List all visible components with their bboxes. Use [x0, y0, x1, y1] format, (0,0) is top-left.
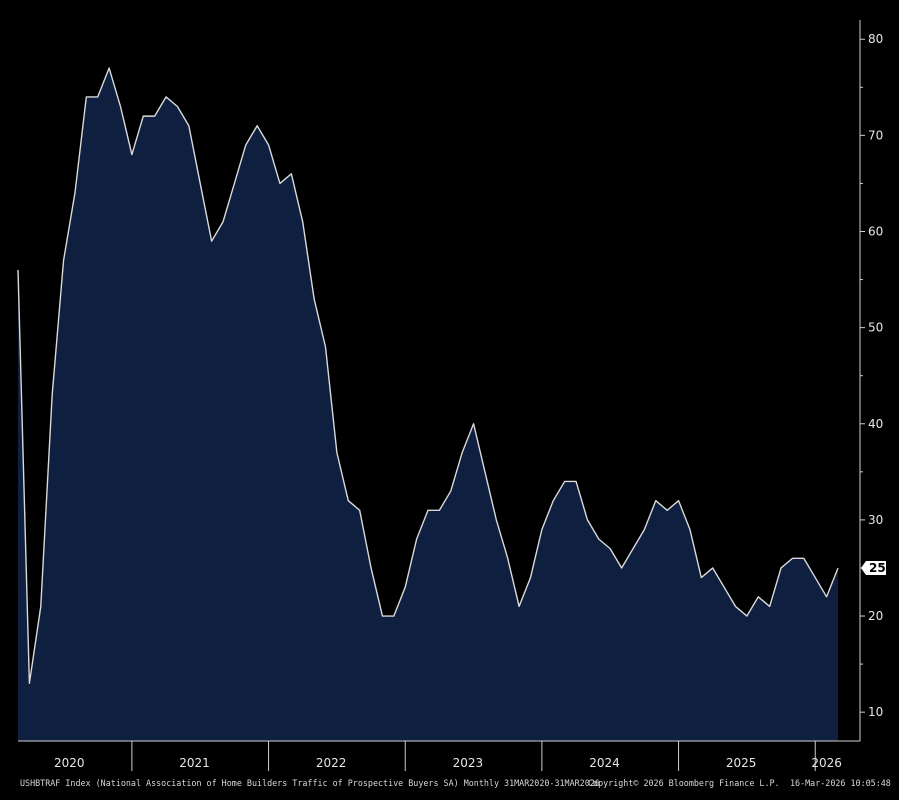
data-point [735, 606, 737, 608]
data-point [701, 577, 703, 579]
data-point [564, 481, 566, 483]
x-year-label: 2021 [179, 756, 210, 770]
data-point [120, 106, 122, 108]
chart-description: USHBTRAF Index (National Association of … [20, 778, 600, 788]
data-point [336, 452, 338, 454]
data-point [780, 567, 782, 569]
data-point [439, 509, 441, 511]
data-point [666, 509, 668, 511]
data-point [769, 606, 771, 608]
data-point [427, 509, 429, 511]
data-point [575, 481, 577, 483]
data-point [302, 221, 304, 223]
y-tick-label: 20 [868, 609, 883, 623]
data-point [154, 115, 156, 117]
last-value-tag [861, 560, 886, 575]
y-tick-label: 60 [868, 224, 883, 238]
series-area [18, 68, 838, 741]
data-point [712, 567, 714, 569]
y-tick-label: 40 [868, 417, 883, 431]
data-point [131, 154, 133, 156]
data-point [291, 173, 293, 175]
data-point [837, 567, 839, 569]
data-point [382, 615, 384, 617]
data-point [507, 558, 509, 560]
x-year-label: 2023 [453, 756, 484, 770]
data-point [199, 183, 201, 185]
data-point [541, 529, 543, 531]
data-point [552, 500, 554, 502]
data-point [17, 269, 19, 271]
data-point [803, 558, 805, 560]
data-point [757, 596, 759, 598]
data-point [177, 106, 179, 108]
data-point [609, 548, 611, 550]
x-year-label: 2026 [811, 756, 842, 770]
data-point [404, 586, 406, 588]
series-line [17, 67, 839, 685]
data-point [51, 394, 53, 396]
x-year-label: 2024 [589, 756, 620, 770]
data-point [63, 260, 65, 262]
data-point [86, 96, 88, 98]
x-year-label: 2020 [54, 756, 85, 770]
y-tick-label: 50 [868, 321, 883, 335]
x-year-label: 2025 [726, 756, 757, 770]
data-point [222, 221, 224, 223]
data-point [792, 558, 794, 560]
data-point [496, 519, 498, 521]
copyright-notice: Copyright© 2026 Bloomberg Finance L.P. [588, 778, 780, 788]
timestamp: 16-Mar-2026 10:05:48 [790, 778, 891, 788]
data-point [108, 67, 110, 69]
y-tick-label: 10 [868, 705, 883, 719]
data-point [359, 509, 361, 511]
data-point [370, 567, 372, 569]
data-point [644, 529, 646, 531]
data-point [188, 125, 190, 127]
data-point [347, 500, 349, 502]
data-point [484, 471, 486, 473]
data-point [632, 548, 634, 550]
data-point [678, 500, 680, 502]
data-point [530, 577, 532, 579]
data-point [393, 615, 395, 617]
data-point [723, 586, 725, 588]
data-point [621, 567, 623, 569]
data-point [473, 423, 475, 425]
y-tick-label: 80 [868, 32, 883, 46]
data-point [211, 240, 213, 242]
data-point [587, 519, 589, 521]
data-point [40, 606, 42, 608]
data-point [313, 298, 315, 300]
data-point [598, 538, 600, 540]
data-point [142, 115, 144, 117]
data-point [416, 538, 418, 540]
data-point [74, 192, 76, 194]
data-point [814, 577, 816, 579]
data-point [165, 96, 167, 98]
y-tick-label: 30 [868, 513, 883, 527]
data-point [689, 529, 691, 531]
data-point [655, 500, 657, 502]
data-point [325, 346, 327, 348]
data-point [450, 490, 452, 492]
last-value-label: 25 [869, 561, 886, 575]
data-point [256, 125, 258, 127]
data-point [268, 144, 270, 146]
y-tick-label: 70 [868, 128, 883, 142]
data-point [245, 144, 247, 146]
data-point [461, 452, 463, 454]
data-point [234, 183, 236, 185]
data-point [518, 606, 520, 608]
x-year-label: 2022 [316, 756, 347, 770]
data-point [279, 183, 281, 185]
data-point [97, 96, 99, 98]
data-point [746, 615, 748, 617]
data-point [29, 683, 31, 685]
data-point [826, 596, 828, 598]
